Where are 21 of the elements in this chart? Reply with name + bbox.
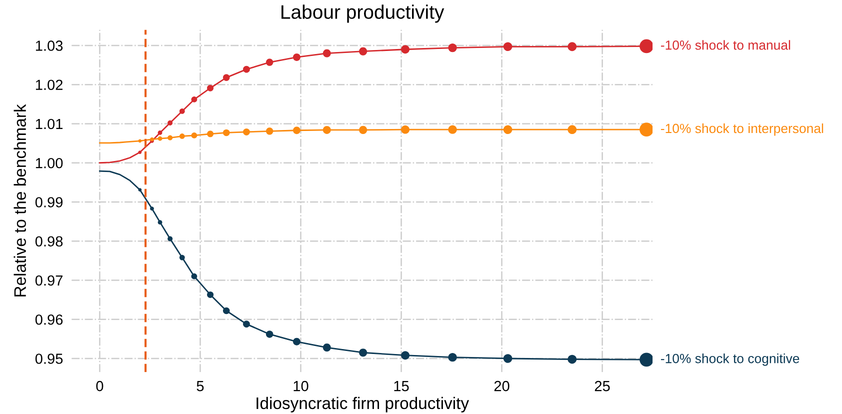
x-axis-title: Idiosyncratic firm productivity [256, 396, 470, 412]
x-tick-label: 10 [294, 380, 308, 392]
x-tick-label: 15 [394, 381, 409, 392]
series-label: -10% shock to interpersonal [660, 123, 824, 136]
x-tick-label: 5 [196, 381, 204, 392]
x-tick-label: 0 [96, 380, 104, 392]
y-tick-label: 1.02 [36, 80, 63, 90]
chart-title: Labour productivity [282, 4, 444, 23]
y-tick-label: 1.01 [36, 118, 63, 130]
series-label: -10% shock to cognitive [660, 354, 800, 366]
y-tick-label: 1.03 [36, 40, 63, 51]
x-tick-label: 20 [494, 380, 510, 392]
y-tick-label: 0.99 [35, 197, 63, 208]
y-tick-label: 1.00 [36, 158, 63, 168]
y-axis-title: Relative to the benchmark [14, 104, 26, 296]
y-tick-label: 0.98 [35, 236, 63, 247]
y-tick-label: 0.96 [35, 314, 63, 325]
y-tick-label: 0.95 [35, 354, 63, 364]
series-label: -10% shock to manual [660, 40, 790, 50]
y-tick-label: 0.97 [35, 275, 63, 286]
x-tick-label: 25 [594, 380, 610, 392]
